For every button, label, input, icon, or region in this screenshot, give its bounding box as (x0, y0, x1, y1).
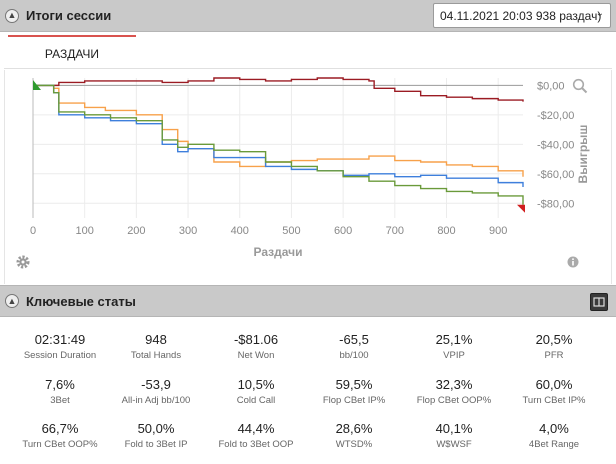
zoom-icon[interactable] (572, 78, 588, 94)
stat-label: Fold to 3Bet IP (124, 439, 188, 450)
stat-label: Total Hands (130, 350, 182, 361)
stat-value: -53,9 (141, 377, 171, 392)
series-line (33, 84, 524, 177)
stat-item: 59,5% Flop CBet IP% (304, 377, 404, 406)
y-tick-label: -$60,00 (537, 169, 574, 181)
stat-value: -$81.06 (233, 332, 279, 347)
gear-icon[interactable] (15, 254, 31, 270)
y-axis-title: Выигрыш (576, 125, 590, 184)
session-select-value: 04.11.2021 20:03 938 раздач) (440, 9, 602, 23)
info-icon[interactable] (567, 256, 579, 268)
x-tick-label: 600 (334, 225, 352, 237)
stat-item: 948 Total Hands (106, 332, 206, 361)
chart-area: 0 100 200 300 400 500 600 700 800 900 $0,00 -$20,00… (4, 70, 612, 284)
stat-value: 60,0% (535, 377, 573, 392)
stat-value: 02:31:49 (34, 332, 86, 347)
y-tick-label: -$20,00 (537, 110, 574, 122)
y-tick-label: -$80,00 (537, 198, 574, 210)
stat-value: 948 (145, 332, 167, 347)
stat-label: Flop CBet IP% (322, 395, 386, 406)
stat-label: Turn CBet OOP% (22, 439, 98, 450)
y-tick-label: $0,00 (537, 80, 565, 92)
stat-value: 10,5% (237, 377, 275, 392)
stat-item: 25,1% VPIP (404, 332, 504, 361)
stat-value: 7,6% (45, 377, 75, 392)
stat-item: 7,6% 3Bet (10, 377, 110, 406)
tab-bar: РАЗДАЧИ (4, 33, 612, 69)
stat-label: bb/100 (339, 350, 369, 361)
stat-item: 60,0% Turn CBet IP% (504, 377, 604, 406)
series-line (33, 84, 524, 205)
stat-value: 44,4% (237, 421, 275, 436)
x-tick-label: 200 (127, 225, 145, 237)
stat-item: -53,9 All-in Adj bb/100 (106, 377, 206, 406)
stat-item: -$81.06 Net Won (206, 332, 306, 361)
x-tick-label: 100 (76, 225, 94, 237)
layout-icon[interactable] (590, 293, 608, 311)
stat-label: Fold to 3Bet OOP (218, 439, 294, 450)
stat-item: 40,1% W$WSF (404, 421, 504, 450)
stat-value: 66,7% (41, 421, 79, 436)
stat-item: 20,5% PFR (504, 332, 604, 361)
stat-value: 25,1% (435, 332, 473, 347)
x-tick-label: 700 (386, 225, 404, 237)
x-tick-label: 500 (282, 225, 300, 237)
stat-label: Turn CBet IP% (522, 395, 586, 406)
x-tick-label: 900 (489, 225, 507, 237)
tab-hands[interactable]: РАЗДАЧИ (8, 35, 136, 68)
stat-label: VPIP (443, 350, 465, 361)
chevron-down-icon: ⌄ (595, 8, 604, 19)
stat-label: Net Won (237, 350, 275, 361)
stat-label: WTSD% (335, 439, 373, 450)
stat-item: 10,5% Cold Call (206, 377, 306, 406)
stat-value: 20,5% (535, 332, 573, 347)
stat-item: 66,7% Turn CBet OOP% (10, 421, 110, 450)
stat-label: W$WSF (436, 439, 472, 450)
x-tick-label: 300 (179, 225, 197, 237)
stat-value: 40,1% (435, 421, 473, 436)
start-marker (33, 80, 41, 90)
x-axis-title: Раздачи (254, 245, 303, 259)
end-marker (517, 204, 525, 213)
stat-item: 44,4% Fold to 3Bet OOP (206, 421, 306, 450)
panel-title: Итоги сессии (26, 8, 112, 23)
y-tick-label: -$40,00 (537, 139, 574, 151)
stat-value: 59,5% (335, 377, 373, 392)
stat-label: All-in Adj bb/100 (121, 395, 191, 406)
key-stats-grid: 02:31:49 Session Duration 948 Total Hands -$… (4, 318, 612, 464)
stat-item: 02:31:49 Session Duration (10, 332, 110, 361)
stat-item: -65,5 bb/100 (304, 332, 404, 361)
stat-label: Cold Call (236, 395, 276, 406)
stat-value: 4,0% (539, 421, 569, 436)
stat-label: Session Duration (23, 350, 97, 361)
stat-value: -65,5 (339, 332, 369, 347)
stat-label: 3Bet (50, 395, 70, 406)
stat-item: 28,6% WTSD% (304, 421, 404, 450)
stat-item: 4,0% 4Bet Range (504, 421, 604, 450)
session-select[interactable]: 04.11.2021 20:03 938 раздач) ⌄ (433, 3, 611, 28)
stat-label: Flop CBet OOP% (416, 395, 492, 406)
series-line (33, 77, 524, 102)
stat-item: 50,0% Fold to 3Bet IP (106, 421, 206, 450)
collapse-icon[interactable]: ▲ (5, 8, 19, 23)
stat-label: PFR (544, 350, 564, 361)
collapse-icon[interactable]: ▲ (5, 294, 19, 308)
key-stats-header: ▲ Ключевые статы (0, 285, 616, 317)
stat-value: 32,3% (435, 377, 473, 392)
x-tick-label: 800 (437, 225, 455, 237)
stat-value: 28,6% (335, 421, 373, 436)
x-tick-label: 0 (30, 225, 36, 237)
key-stats-title: Ключевые статы (26, 293, 136, 309)
session-panel-header: ▲ Итоги сессии 04.11.2021 20:03 938 разд… (0, 0, 616, 32)
stat-label: 4Bet Range (528, 439, 580, 450)
stat-value: 50,0% (137, 421, 175, 436)
x-tick-label: 400 (231, 225, 249, 237)
winnings-chart: 0 100 200 300 400 500 600 700 800 900 $0,00 -$20,00… (30, 77, 590, 259)
stat-item: 32,3% Flop CBet OOP% (404, 377, 504, 406)
series-line (33, 84, 524, 188)
